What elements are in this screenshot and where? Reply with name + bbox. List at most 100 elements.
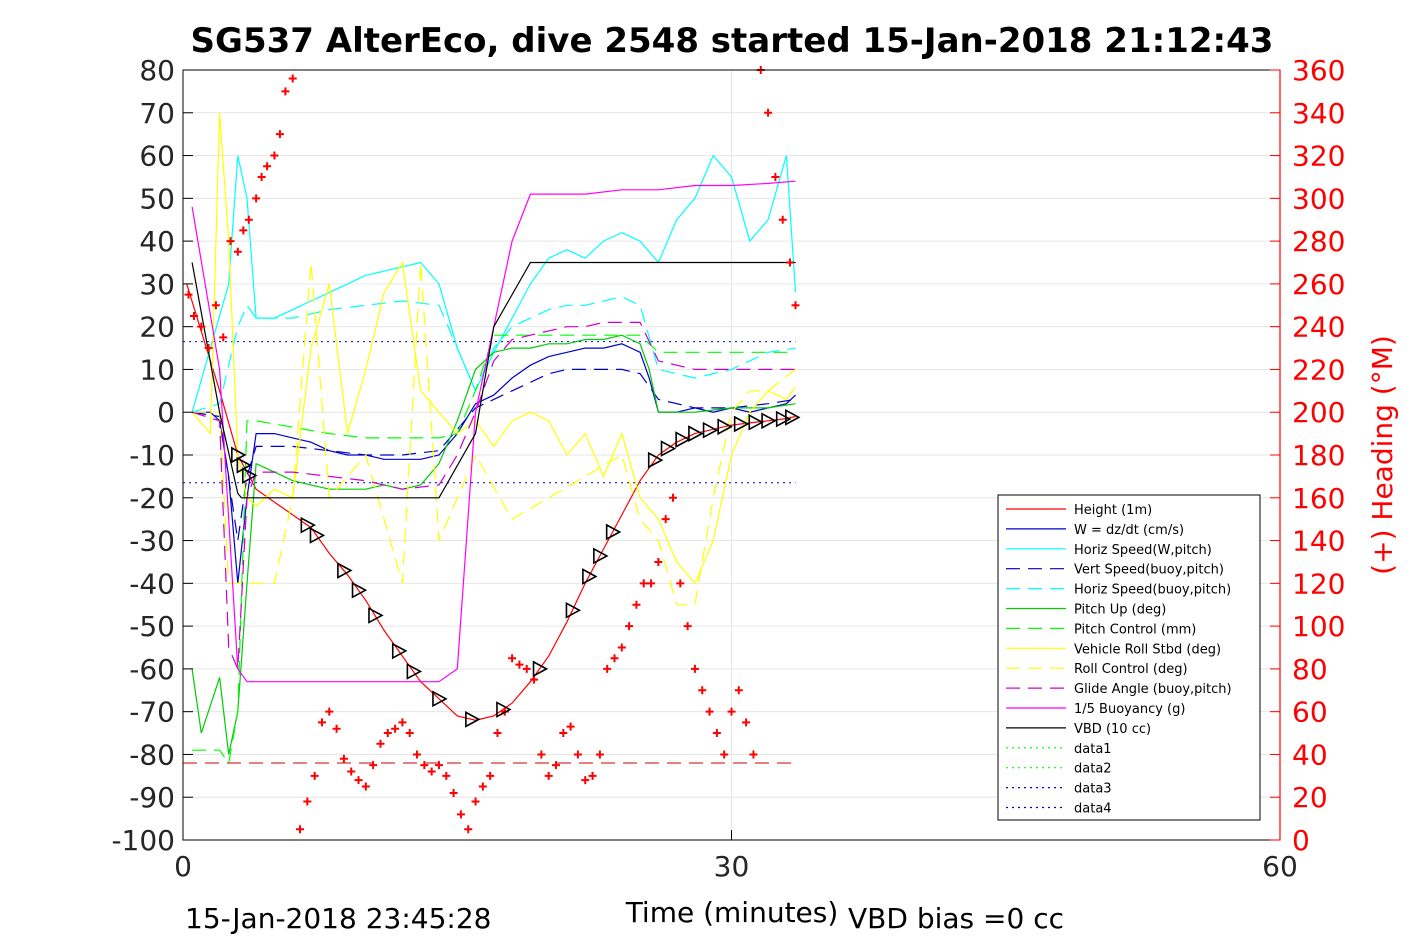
heading-point (610, 654, 619, 663)
heading-point (515, 660, 524, 669)
y2-tick-label: 280 (1292, 225, 1345, 258)
series-line-w-dz-dt-cm-s (192, 343, 796, 584)
vbd-triangle-marker (675, 431, 691, 448)
heading-point (647, 579, 656, 588)
heading-point (471, 797, 480, 806)
heading-point (749, 750, 758, 759)
heading-point (226, 237, 235, 246)
heading-point (270, 151, 279, 160)
vbd-triangle-marker (351, 581, 368, 599)
vbd-triangle-marker (300, 516, 317, 534)
y-tick-label: -40 (129, 567, 175, 600)
y-tick-label: -30 (129, 525, 175, 558)
chart-title: SG537 AlterEco, dive 2548 started 15-Jan… (191, 21, 1274, 61)
heading-point (263, 162, 272, 171)
y2-tick-label: 100 (1292, 610, 1345, 643)
vbd-triangle-marker (242, 467, 258, 484)
heading-point (332, 724, 341, 733)
y2-tick-label: 40 (1292, 738, 1328, 771)
vbd-triangle-marker (593, 547, 609, 565)
y-tick-label: 50 (139, 182, 175, 215)
vbd-triangle-marker (748, 413, 764, 431)
vbd-triangle-marker (337, 562, 353, 579)
legend-label: Horiz Speed(buoy,pitch) (1074, 583, 1231, 598)
legend-label: data4 (1074, 802, 1112, 817)
legend-label: Vehicle Roll Stbd (deg) (1074, 642, 1221, 657)
series-line-glide-angle-buoy-pitch (191, 321, 796, 670)
vbd-triangle-marker (605, 523, 622, 541)
heading-point (434, 761, 443, 770)
y-tick-label: -10 (129, 439, 175, 472)
axes: 80706050403020100-10-20-30-40-50-60-70-8… (111, 54, 1345, 883)
heading-point (219, 333, 228, 342)
vbd-triangle-marker (309, 527, 326, 544)
heading-point (632, 600, 641, 609)
heading-point (281, 87, 290, 96)
heading-point (204, 344, 213, 353)
heading-point (427, 767, 436, 776)
heading-point (339, 754, 348, 763)
series-layer (186, 112, 797, 765)
y-tick-label: -80 (129, 738, 175, 771)
legend-label: Vert Speed(buoy,pitch) (1074, 563, 1224, 578)
heading-point (727, 707, 736, 716)
y-tick-label: -90 (129, 781, 175, 814)
vbd-triangle-marker (368, 607, 384, 624)
heading-point (449, 788, 458, 797)
y-tick-label: 30 (139, 268, 175, 301)
legend-label: Roll Control (deg) (1074, 662, 1188, 677)
y-tick-label: -60 (129, 653, 175, 686)
heading-point (354, 776, 363, 785)
heading-point (712, 729, 721, 738)
heading-point (625, 622, 634, 631)
heading-point (493, 729, 502, 738)
y2-axis-label: (+) Heading (°M) (1366, 335, 1399, 575)
footer-vbd-bias: VBD bias =0 cc (848, 902, 1064, 935)
series-line-vehicle-roll-stbd-deg (191, 112, 796, 585)
heading-point (347, 767, 356, 776)
heading-point (566, 722, 575, 731)
vbd-triangle-markers (231, 409, 801, 728)
y2-tick-label: 360 (1292, 54, 1345, 87)
heading-point (668, 493, 677, 502)
heading-point (690, 664, 699, 673)
heading-point (595, 750, 604, 759)
y2-tick-label: 20 (1292, 781, 1328, 814)
legend-label: VBD (10 cc) (1074, 722, 1151, 737)
heading-point (522, 664, 531, 673)
heading-point (778, 215, 787, 224)
heading-point (786, 258, 795, 267)
heading-point (317, 718, 326, 727)
heading-point (508, 654, 517, 663)
heading-point (275, 130, 284, 139)
heading-point (551, 761, 560, 770)
y2-tick-label: 240 (1292, 311, 1345, 344)
y2-tick-label: 180 (1292, 439, 1345, 472)
legend-label: data2 (1074, 762, 1112, 777)
vbd-triangle-marker (391, 642, 408, 660)
heading-point (288, 74, 297, 83)
vbd-triangle-marker (647, 451, 664, 469)
heading-point (573, 750, 582, 759)
vbd-triangle-marker (702, 421, 719, 439)
heading-point (720, 750, 729, 759)
y2-tick-label: 120 (1292, 567, 1345, 600)
heading-point (252, 194, 261, 203)
heading-point (233, 247, 242, 256)
heading-point (244, 215, 253, 224)
heading-point (303, 797, 312, 806)
y-tick-label: -50 (129, 610, 175, 643)
y2-tick-label: 220 (1292, 353, 1345, 386)
x-tick-label: 60 (1262, 850, 1298, 883)
heading-point (698, 686, 707, 695)
heading-point (581, 776, 590, 785)
heading-point (383, 729, 392, 738)
legend-label: Horiz Speed(W,pitch) (1074, 543, 1212, 558)
vbd-triangle-marker (465, 711, 481, 728)
heading-point (398, 718, 407, 727)
heading-point (683, 622, 692, 631)
vbd-triangle-marker (565, 601, 582, 619)
y2-tick-label: 340 (1292, 97, 1345, 130)
series-line-1-5-buoyancy-g (191, 180, 796, 683)
heading-point (420, 761, 429, 770)
